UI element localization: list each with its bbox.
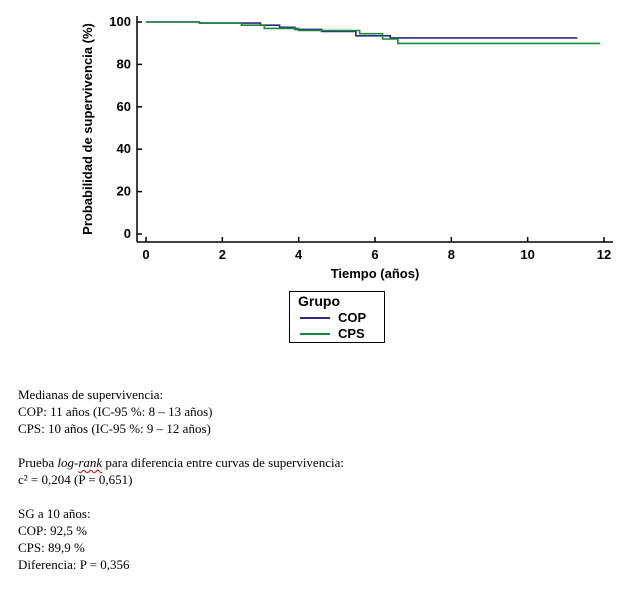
x-tick-label-3: 6	[371, 247, 378, 262]
x-tick-label-5: 10	[520, 247, 534, 262]
x-tick-label-2: 4	[295, 247, 303, 262]
series-layer	[146, 21, 601, 45]
legend-swatch-cps	[300, 332, 330, 335]
legend-label-cps: CPS	[338, 326, 365, 341]
medians-header: Medianas de supervivencia:	[18, 387, 164, 402]
legend-label-cop: COP	[338, 310, 367, 325]
y-ticks: 0 20 40 60 80 100	[109, 14, 142, 241]
logrank-title: Prueba log-rank para diferencia entre cu…	[18, 454, 344, 471]
legend-entry-cps: CPS	[300, 326, 365, 341]
medians-cps: CPS: 10 años (IC-95 %: 9 – 12 años)	[18, 421, 211, 436]
y-axis-label: Probabilidad de supervivencia (%)	[80, 23, 95, 235]
y-tick-label-4: 80	[117, 56, 131, 71]
y-tick-label-2: 40	[117, 141, 131, 156]
sg-cps: CPS: 89,9 %	[18, 540, 85, 555]
x-tick-label-6: 12	[597, 247, 611, 262]
legend-title: Grupo	[298, 293, 340, 309]
sg-block: SG a 10 años: COP: 92,5 % CPS: 89,9 % Di…	[18, 505, 344, 573]
x-ticks: 0 2 4 6 8 10 12	[142, 237, 611, 262]
y-tick-label-1: 20	[117, 184, 131, 199]
legend-swatch-cop	[300, 316, 330, 319]
y-tick-label-0: 0	[124, 226, 131, 241]
plot-area: 0 20 40 60 80 100 0 2 4 6 8 10 12	[109, 14, 613, 262]
notes: Medianas de supervivencia: COP: 11 años …	[18, 386, 344, 590]
logrank-italic: log-rank	[57, 455, 103, 470]
logrank-suffix: para diferencia entre curvas de superviv…	[102, 455, 344, 470]
logrank-prefix: Prueba	[18, 455, 58, 470]
survival-chart: 0 20 40 60 80 100 0 2 4 6 8 10 12 Tiempo (años) Pro…	[80, 14, 613, 281]
series-line-cps	[146, 21, 601, 45]
x-tick-label-1: 2	[219, 247, 226, 262]
x-tick-label-4: 8	[448, 247, 455, 262]
logrank-block: Prueba log-rank para diferencia entre cu…	[18, 454, 344, 488]
legend-entry-cop: COP	[300, 310, 366, 325]
sg-cop: COP: 92,5 %	[18, 523, 87, 538]
x-axis-label: Tiempo (años)	[331, 266, 420, 281]
legend: Grupo COP CPS	[289, 291, 385, 343]
medians-block: Medianas de supervivencia: COP: 11 años …	[18, 386, 344, 437]
logrank-stat: c² = 0,204 (P = 0,651)	[18, 472, 133, 487]
sg-header: SG a 10 años:	[18, 506, 91, 521]
y-tick-label-5: 100	[109, 14, 131, 29]
sg-diff: Diferencia: P = 0,356	[18, 557, 130, 572]
x-tick-label-0: 0	[142, 247, 149, 262]
series-line-cop	[146, 21, 578, 39]
y-tick-label-3: 60	[117, 99, 131, 114]
medians-cop: COP: 11 años (IC-95 %: 8 – 13 años)	[18, 404, 213, 419]
